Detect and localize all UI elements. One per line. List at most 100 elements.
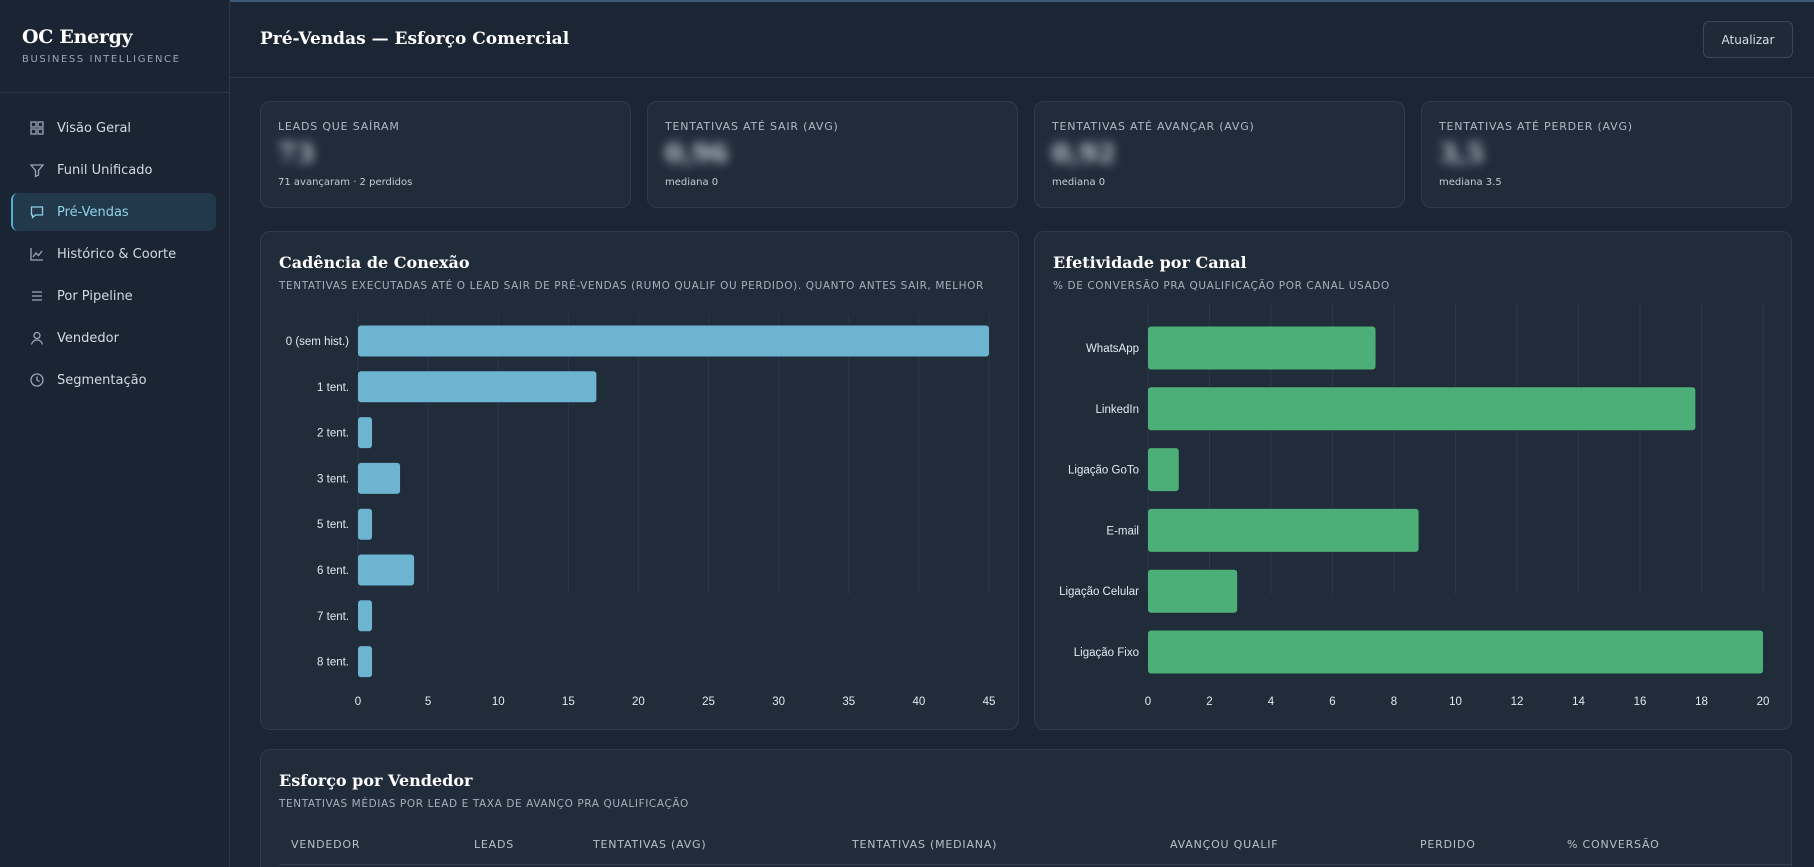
bar-6-tent-[interactable] <box>358 554 415 586</box>
kpi-value: 73 <box>278 139 315 169</box>
brand: OC Energy BUSINESS INTELLIGENCE <box>0 0 229 93</box>
sidebar-item-vendedor[interactable]: Vendedor <box>11 319 216 357</box>
bar-8-tent-[interactable] <box>358 646 373 678</box>
kpi-card-leads-sairam: LEADS QUE SAÍRAM 73 71 avançaram · 2 per… <box>260 101 631 208</box>
category-label: E-mail <box>1106 525 1139 537</box>
bar-liga-o-fixo[interactable] <box>1148 630 1763 674</box>
header: Pré-Vendas — Esforço Comercial Atualizar <box>230 2 1814 78</box>
bar-1-tent-[interactable] <box>358 371 597 403</box>
sidebar-item-histórico-coorte[interactable]: Histórico & Coorte <box>11 235 216 273</box>
kpi-value: 0,92 <box>1052 139 1116 169</box>
x-tick-label: 25 <box>702 696 715 708</box>
list-icon <box>29 288 45 304</box>
x-tick-label: 10 <box>1449 696 1462 708</box>
category-label: 7 tent. <box>317 611 349 623</box>
x-tick-label: 0 <box>355 696 361 708</box>
sidebar: OC Energy BUSINESS INTELLIGENCE Visão Ge… <box>0 0 230 867</box>
x-tick-label: 5 <box>425 696 431 708</box>
x-tick-label: 18 <box>1695 696 1708 708</box>
bar-whatsapp[interactable] <box>1148 326 1376 370</box>
category-label: 2 tent. <box>317 428 349 440</box>
bar-5-tent-[interactable] <box>358 508 373 540</box>
category-label: LinkedIn <box>1096 404 1139 416</box>
kpi-label: TENTATIVAS ATÉ AVANÇAR (AVG) <box>1052 120 1255 133</box>
sidebar-item-segmentação[interactable]: Segmentação <box>11 361 216 399</box>
vendedor-title: Esforço por Vendedor <box>279 771 473 790</box>
bar-linkedin[interactable] <box>1148 387 1696 431</box>
kpi-label: LEADS QUE SAÍRAM <box>278 120 400 133</box>
column-header-conversao[interactable]: % CONVERSÃO <box>1567 838 1660 851</box>
kpi-label: TENTATIVAS ATÉ PERDER (AVG) <box>1439 120 1633 133</box>
x-tick-label: 20 <box>1757 696 1770 708</box>
kpi-sub: mediana 0 <box>1052 177 1106 188</box>
column-header-vendedor[interactable]: VENDEDOR <box>291 838 361 851</box>
sidebar-item-por-pipeline[interactable]: Por Pipeline <box>11 277 216 315</box>
bar-7-tent-[interactable] <box>358 600 373 632</box>
sidebar-item-label: Por Pipeline <box>57 288 133 304</box>
sidebar-item-label: Pré-Vendas <box>57 204 129 220</box>
brand-name: OC Energy <box>22 26 133 48</box>
table-header-divider <box>279 864 1791 865</box>
sidebar-item-label: Visão Geral <box>57 120 132 136</box>
x-tick-label: 12 <box>1511 696 1524 708</box>
filter-icon <box>29 162 45 178</box>
top-accent-line <box>0 0 1814 2</box>
column-header-tentativas-avg[interactable]: TENTATIVAS (AVG) <box>593 838 707 851</box>
canal-title: Efetividade por Canal <box>1053 253 1247 272</box>
sidebar-item-funil-unificado[interactable]: Funil Unificado <box>11 151 216 189</box>
kpi-sub: 71 avançaram · 2 perdidos <box>278 177 413 188</box>
category-label: 3 tent. <box>317 473 349 485</box>
x-tick-label: 40 <box>912 696 925 708</box>
bar-0-sem-hist-[interactable] <box>358 325 989 357</box>
x-tick-label: 0 <box>1145 696 1151 708</box>
bar-2-tent-[interactable] <box>358 417 373 449</box>
x-tick-label: 30 <box>772 696 785 708</box>
bar-liga-o-celular[interactable] <box>1148 569 1238 613</box>
category-label: 0 (sem hist.) <box>286 336 349 348</box>
kpi-sub: mediana 0 <box>665 177 719 188</box>
bar-3-tent-[interactable] <box>358 462 401 494</box>
sidebar-item-pré-vendas[interactable]: Pré-Vendas <box>11 193 216 231</box>
sidebar-nav: Visão Geral Funil Unificado Pré-Vendas Hist… <box>0 93 229 399</box>
column-header-leads[interactable]: LEADS <box>474 838 515 851</box>
canal-subtitle: % DE CONVERSÃO PRA QUALIFICAÇÃO POR CANA… <box>1053 280 1390 292</box>
cadencia-chart: 0 (sem hist.) 1 tent. 2 tent. 3 tent. 5 tent… <box>286 314 995 708</box>
brand-subtitle: BUSINESS INTELLIGENCE <box>22 54 181 65</box>
pie-icon <box>29 372 45 388</box>
kpi-value: 3,5 <box>1439 139 1485 169</box>
refresh-button[interactable]: Atualizar <box>1703 21 1793 58</box>
canal-chart: WhatsApp LinkedIn Ligação GoTo E-mail Ligaçã… <box>1059 304 1770 708</box>
chat-icon <box>29 204 45 220</box>
sidebar-item-label: Histórico & Coorte <box>57 246 177 262</box>
column-header-perdido[interactable]: PERDIDO <box>1420 838 1476 851</box>
cadencia-panel: Cadência de Conexão TENTATIVAS EXECUTADA… <box>260 231 1019 730</box>
kpi-value: 0,96 <box>665 139 729 169</box>
x-tick-label: 20 <box>632 696 645 708</box>
x-tick-label: 10 <box>492 696 505 708</box>
category-label: 8 tent. <box>317 657 349 669</box>
category-label: 5 tent. <box>317 519 349 531</box>
cadencia-title: Cadência de Conexão <box>279 253 470 272</box>
x-tick-label: 4 <box>1268 696 1275 708</box>
grid-icon <box>29 120 45 136</box>
column-header-avancou-qualif[interactable]: AVANÇOU QUALIF <box>1170 838 1279 851</box>
vendedor-panel: Esforço por Vendedor TENTATIVAS MÉDIAS P… <box>260 749 1792 867</box>
column-header-tentativas-mediana[interactable]: TENTATIVAS (MEDIANA) <box>852 838 998 851</box>
x-tick-label: 2 <box>1206 696 1212 708</box>
kpi-card-tentativas-sair: TENTATIVAS ATÉ SAIR (AVG) 0,96 mediana 0 <box>647 101 1018 208</box>
bar-e-mail[interactable] <box>1148 508 1419 552</box>
user-icon <box>29 330 45 346</box>
x-tick-label: 8 <box>1391 696 1397 708</box>
bar-liga-o-goto[interactable] <box>1148 448 1179 492</box>
category-label: Ligação GoTo <box>1068 465 1139 477</box>
sidebar-item-label: Funil Unificado <box>57 162 153 178</box>
kpi-label: TENTATIVAS ATÉ SAIR (AVG) <box>665 120 839 133</box>
kpi-card-tentativas-perder: TENTATIVAS ATÉ PERDER (AVG) 3,5 mediana … <box>1421 101 1792 208</box>
sidebar-item-label: Segmentação <box>57 372 147 388</box>
category-label: Ligação Celular <box>1059 586 1139 598</box>
category-label: 1 tent. <box>317 382 349 394</box>
kpi-sub: mediana 3.5 <box>1439 177 1502 188</box>
sidebar-item-visão-geral[interactable]: Visão Geral <box>11 109 216 147</box>
x-tick-label: 15 <box>562 696 575 708</box>
x-tick-label: 14 <box>1572 696 1585 708</box>
